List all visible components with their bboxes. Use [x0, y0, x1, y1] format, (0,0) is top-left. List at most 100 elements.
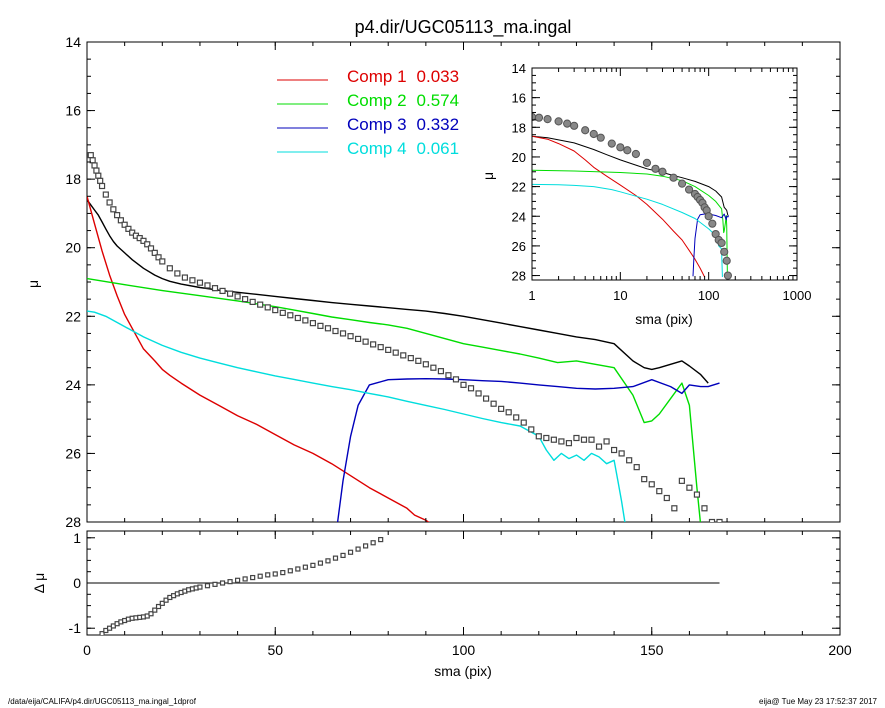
- resid-data-point: [257, 573, 263, 579]
- main-data-point: [535, 433, 542, 440]
- resid-data-point: [340, 552, 346, 559]
- inset-ytick-label: 28: [512, 269, 526, 284]
- inset-ytick-label: 14: [512, 61, 526, 76]
- inset-xtick-label: 1: [528, 288, 535, 303]
- main-data-point: [626, 457, 633, 464]
- inset-x-axis-label: sma (pix): [635, 311, 693, 327]
- main-data-point: [475, 390, 482, 397]
- resid-data-point: [363, 543, 369, 549]
- inset-comp1-line: [532, 135, 706, 278]
- resid-xtick-label: 100: [452, 642, 476, 658]
- main-data-point: [498, 405, 505, 412]
- inset-xtick-label: 10: [613, 288, 627, 303]
- legend: Comp 1 0.033 Comp 2 0.574 Comp 3 0.332 Comp…: [277, 67, 459, 158]
- main-data-point: [140, 237, 147, 244]
- inset-data-point: [616, 143, 625, 152]
- resid-data-point: [159, 600, 165, 606]
- main-data-point: [339, 330, 347, 337]
- inset-ytick-label: 16: [512, 91, 526, 106]
- inset-data-point: [563, 119, 572, 128]
- footer-stamp: eija@ Tue May 23 17:52:37 2017: [759, 697, 878, 706]
- resid-data-point: [317, 560, 324, 566]
- main-data-point: [309, 320, 316, 327]
- resid-data-point: [235, 577, 241, 583]
- resid-data-point: [280, 569, 286, 576]
- main-data-point: [708, 518, 716, 522]
- resid-data-point: [370, 540, 376, 546]
- inset-data-point: [596, 133, 605, 142]
- footer-path: /data/eija/CALIFA/p4.dir/UGC05113_ma.ing…: [8, 697, 197, 706]
- main-data-point: [317, 322, 324, 329]
- main-data-point: [520, 419, 527, 426]
- inset-data-point: [708, 219, 717, 228]
- inset-data-point: [554, 117, 563, 126]
- legend-label-comp1: Comp 1 0.033: [347, 67, 459, 86]
- main-data-point: [558, 438, 565, 445]
- main-ytick-label: 26: [65, 445, 81, 461]
- main-data-point: [445, 372, 452, 379]
- main-total-line: [87, 199, 709, 384]
- main-data-point: [91, 162, 98, 169]
- main-data-point: [452, 376, 460, 383]
- main-data-point: [663, 494, 670, 502]
- main-data-point: [106, 199, 113, 206]
- main-comp1-line: [87, 196, 430, 522]
- resid-data-point: [287, 568, 293, 574]
- inset-data-point: [623, 146, 632, 155]
- main-data-point: [272, 307, 279, 314]
- inset-data-point: [534, 113, 544, 122]
- inset-data-point: [543, 115, 552, 124]
- resid-xtick-label: 150: [640, 642, 664, 658]
- main-ytick-label: 18: [65, 171, 81, 187]
- resid-xtick-label: 200: [828, 642, 852, 658]
- main-data-point: [362, 338, 369, 345]
- inset-data-point: [677, 179, 687, 188]
- main-ytick-label: 16: [65, 103, 81, 119]
- main-ytick-label: 20: [65, 240, 81, 256]
- main-panel: 14 16 18 20 22 24 26 28 μ: [25, 34, 841, 530]
- main-data-point: [110, 206, 117, 213]
- resid-ytick-label: 0: [73, 575, 81, 591]
- main-data-point: [181, 274, 188, 281]
- main-data-point: [671, 505, 678, 512]
- resid-data-point: [152, 607, 158, 613]
- resid-data-point: [227, 579, 233, 585]
- main-data-point: [656, 488, 663, 495]
- main-data-point: [422, 361, 429, 368]
- inset-panel: 14 16 18 20 22 24 26 281 10 100 1000 μ sma (pix): [480, 61, 811, 327]
- main-data-point: [125, 225, 132, 232]
- main-data-point: [87, 152, 94, 159]
- main-data-point: [573, 434, 580, 442]
- main-data-point: [633, 464, 640, 471]
- residual-y-axis-label: Δ μ: [31, 573, 47, 594]
- resid-data-point: [212, 581, 218, 587]
- legend-label-comp3: Comp 3 0.332: [347, 115, 459, 134]
- inset-data-point: [651, 164, 660, 173]
- resid-data-point: [347, 549, 354, 555]
- inset-series-group: [532, 112, 732, 280]
- main-data-point: [565, 440, 573, 447]
- main-data-point: [155, 254, 162, 261]
- resid-data-point: [325, 558, 331, 564]
- main-comp4-line: [87, 310, 626, 522]
- main-data-point: [219, 287, 226, 295]
- main-data-point: [121, 221, 128, 228]
- main-data-point: [98, 182, 106, 190]
- main-data-point: [347, 333, 354, 340]
- main-data-point: [543, 434, 550, 442]
- resid-data-point: [204, 583, 211, 589]
- resid-plot-area: [87, 536, 720, 635]
- main-data-point: [242, 296, 249, 303]
- main-data-point: [505, 409, 512, 416]
- main-data-point: [618, 450, 625, 457]
- inset-frame: [531, 67, 798, 281]
- main-data-point: [287, 312, 294, 319]
- main-y-axis-label: μ: [25, 280, 41, 288]
- main-data-point: [588, 436, 595, 443]
- resid-data-point: [265, 572, 271, 578]
- main-data-point: [415, 357, 422, 364]
- main-data-point: [467, 385, 475, 392]
- main-data-point: [370, 341, 377, 348]
- inset-data-point: [722, 256, 731, 265]
- inset-data-point: [684, 185, 694, 194]
